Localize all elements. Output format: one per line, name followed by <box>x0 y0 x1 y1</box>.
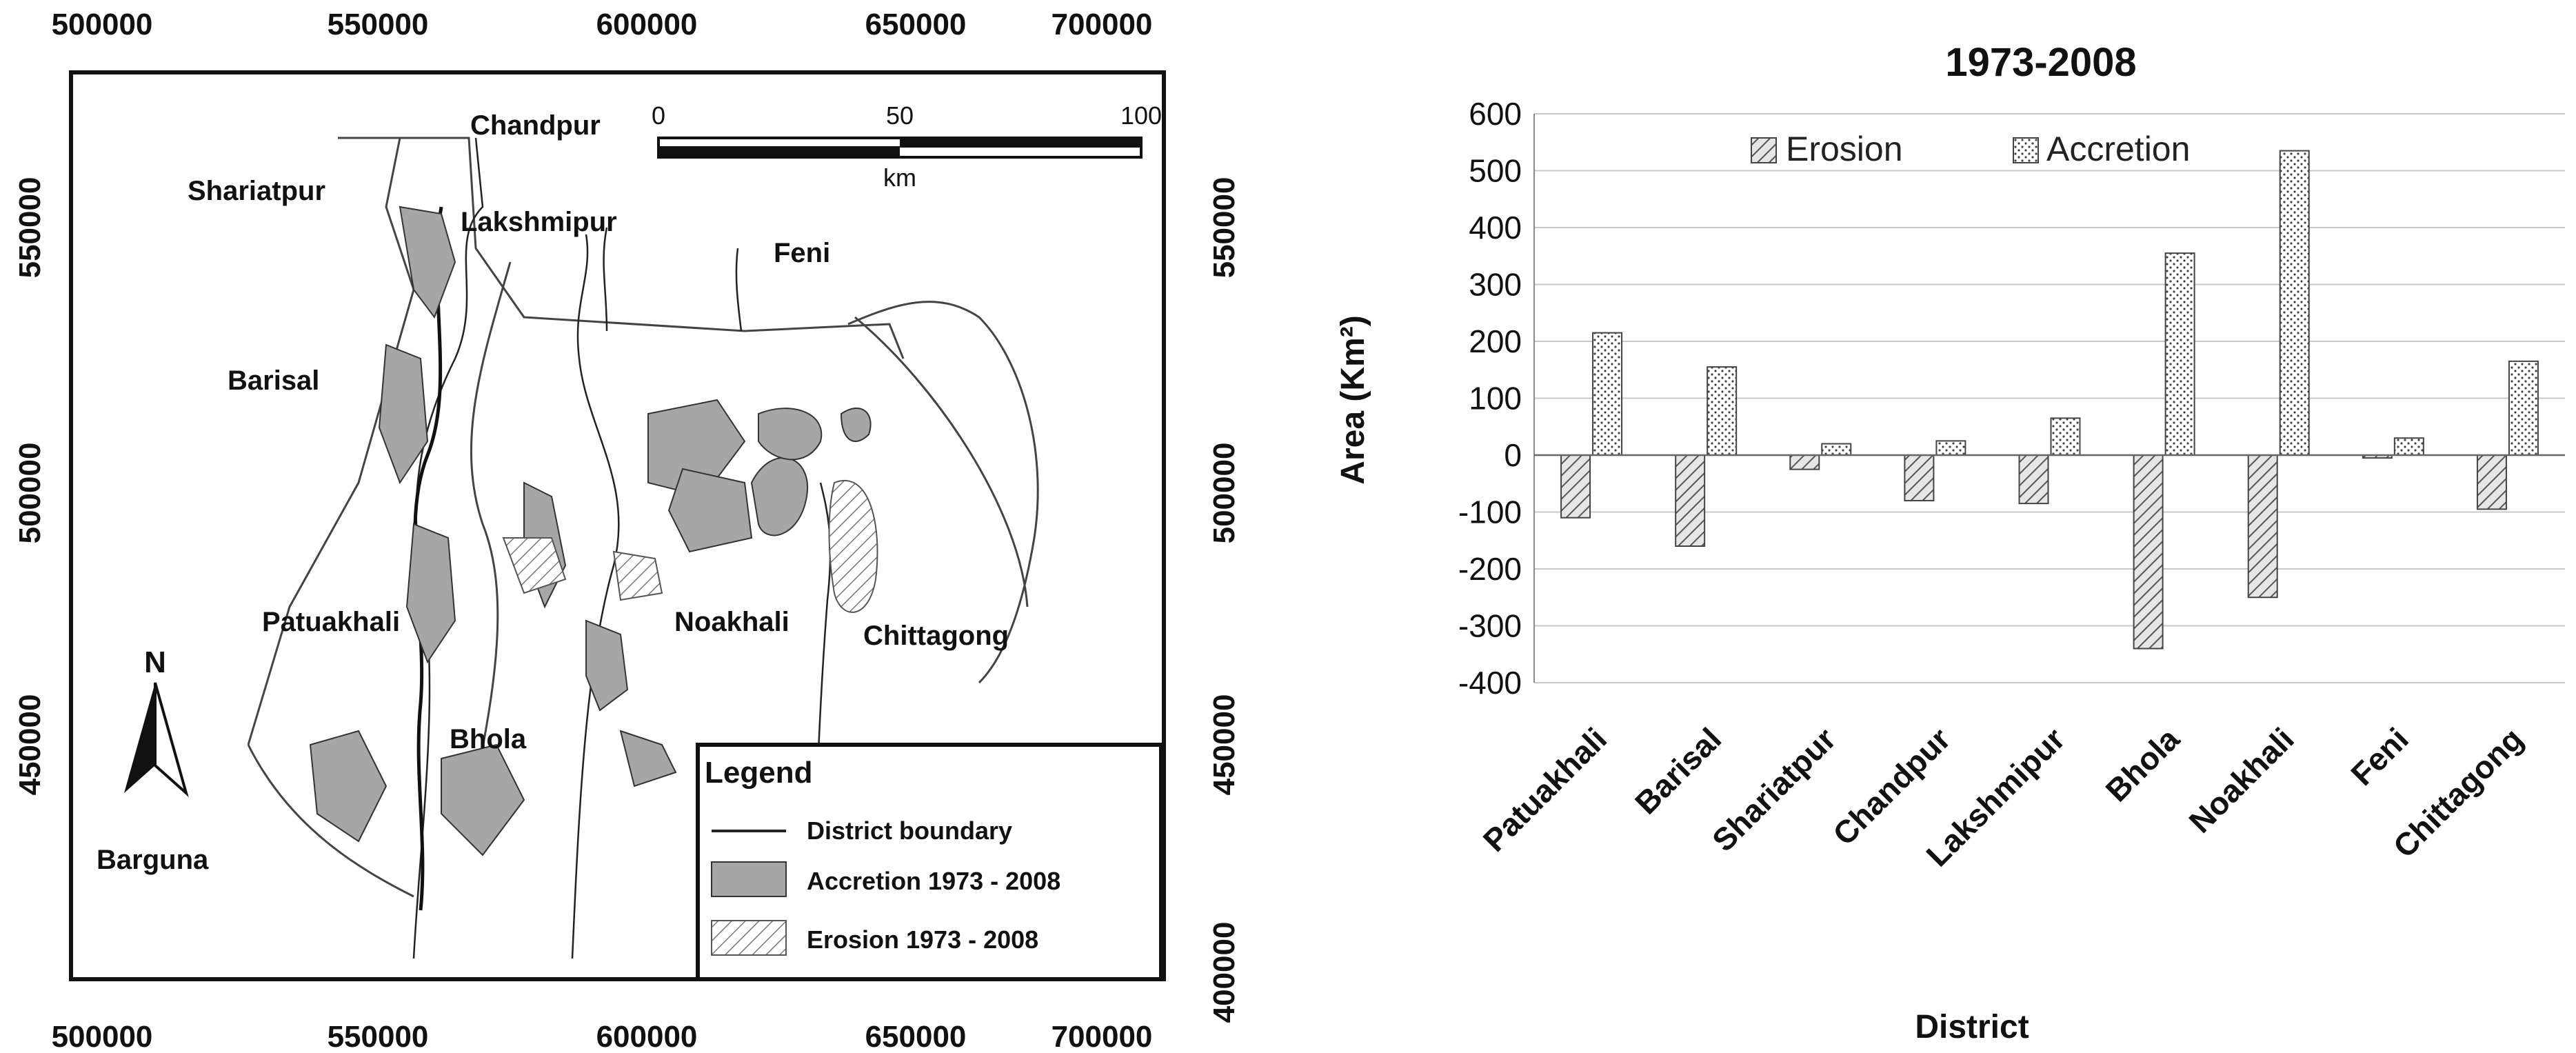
y-axis-label: Area (Km²) <box>1335 315 1371 484</box>
legend-accretion-label: Accretion <box>2046 130 2190 168</box>
y-tick-label: 0 <box>1504 437 1522 473</box>
map-legend-item: Accretion 1973 - 2008 <box>807 867 1060 895</box>
map-x-tick-top: 500000 <box>52 8 153 41</box>
scale-label: 100 <box>1120 101 1162 130</box>
legend-accretion-icon <box>2013 137 2039 163</box>
legend-erosion-label: Erosion <box>1786 130 1903 168</box>
bar-accretion-chandpur <box>1935 440 1966 456</box>
place-label: Feni <box>774 238 830 268</box>
x-tick-label: Barisal <box>1628 721 1728 821</box>
map-y-tick-right: 400000 <box>1207 922 1241 1023</box>
map-legend-item: Erosion 1973 - 2008 <box>807 925 1038 954</box>
map-x-tick-bottom: 550000 <box>328 1020 429 1053</box>
map-y-tick-right: 500000 <box>1207 443 1241 544</box>
scale-bar: 0 50 100 km <box>652 101 1162 192</box>
x-axis-label: District <box>1915 1009 2029 1045</box>
bar-accretion-chittagong <box>2508 360 2539 456</box>
bar-erosion-noakhali <box>2247 454 2278 599</box>
chart-title: 1973-2008 <box>1945 40 2136 85</box>
y-tick-label: 400 <box>1469 210 1522 245</box>
scale-unit: km <box>883 163 916 192</box>
map-legend: Legend District boundary Accretion 1973 … <box>696 743 1163 981</box>
x-axis-ticks: Patuakhali BarisalShariatpurChandpurLaksh… <box>1476 721 2530 873</box>
y-axis-ticks: 600 500 400 300 200 100 0 -100 -200 -300 -400 <box>1458 96 1522 701</box>
place-label: Chittagong <box>863 621 1009 651</box>
scale-label: 50 <box>886 101 914 130</box>
place-label: Chandpur <box>470 110 601 141</box>
bar-accretion-patuakhali <box>1592 332 1623 456</box>
map-y-tick-right: 450000 <box>1207 694 1241 796</box>
map-x-tick-top: 600000 <box>596 8 698 41</box>
x-tick-label: Shariatpur <box>1705 721 1843 859</box>
scale-label: 0 <box>652 101 665 130</box>
y-tick-label: 500 <box>1469 153 1522 189</box>
erosion-areas <box>502 480 878 613</box>
bar-erosion-shariatpur <box>1789 454 1820 470</box>
north-label: N <box>144 645 166 679</box>
y-tick-label: 200 <box>1469 323 1522 359</box>
bar-erosion-patuakhali <box>1560 454 1591 519</box>
bar-erosion-bhola <box>2133 454 2164 650</box>
place-label: Barisal <box>228 365 319 396</box>
chart-bars <box>1534 150 2565 650</box>
legend-accretion-swatch <box>711 861 787 897</box>
map-x-tick-bottom: 600000 <box>596 1020 698 1053</box>
map-legend-item: District boundary <box>807 816 1012 845</box>
map-y-tick-right: 550000 <box>1207 177 1241 279</box>
map-x-tick-bottom: 650000 <box>865 1020 967 1053</box>
y-tick-label: -400 <box>1458 665 1522 701</box>
map-y-tick-left: 550000 <box>13 177 47 279</box>
y-tick-label: -200 <box>1458 551 1522 587</box>
bar-accretion-bhola <box>2164 252 2195 456</box>
legend-erosion-swatch <box>711 920 787 956</box>
north-arrow-icon: N <box>124 645 189 798</box>
map-y-tick-left: 500000 <box>13 443 47 544</box>
place-label: Lakshmipur <box>461 207 617 237</box>
y-tick-label: 100 <box>1469 381 1522 417</box>
map-x-tick-bottom: 500000 <box>52 1020 153 1053</box>
y-tick-label: -300 <box>1458 608 1522 644</box>
x-tick-label: Noakhali <box>2182 721 2300 839</box>
bar-erosion-lakshmipur <box>2018 454 2049 505</box>
map-x-tick-top: 700000 <box>1051 8 1153 41</box>
chart-legend: Erosion Accretion <box>1751 130 2190 168</box>
map-x-tick-bottom: 700000 <box>1051 1020 1153 1053</box>
accretion-areas <box>309 205 872 856</box>
place-label: Noakhali <box>674 607 789 637</box>
map-legend-title: Legend <box>705 756 812 790</box>
bar-erosion-chittagong <box>2476 454 2507 510</box>
map-x-tick-top: 650000 <box>865 8 967 41</box>
legend-erosion-icon <box>1751 137 1777 163</box>
place-label: Shariatpur <box>188 176 325 206</box>
place-label: Barguna <box>97 845 209 875</box>
map-panel: 500000 550000 600000 650000 700000 50000… <box>13 8 1241 1053</box>
bar-accretion-noakhali <box>2279 150 2310 456</box>
bar-erosion-chandpur <box>1904 454 1935 501</box>
place-label: Bhola <box>450 724 527 754</box>
bar-accretion-shariatpur <box>1821 443 1852 456</box>
bar-accretion-lakshmipur <box>2050 417 2081 456</box>
bar-accretion-feni <box>2393 437 2424 456</box>
bar-erosion-barisal <box>1675 454 1706 547</box>
bar-accretion-barisal <box>1707 366 1738 456</box>
place-label: Patuakhali <box>262 607 400 637</box>
y-tick-label: 600 <box>1469 96 1522 132</box>
chart-panel: 1973-2008 600 500 400 300 200 100 0 -100 -200 -30… <box>1335 40 2565 1045</box>
chart-grid <box>1533 113 2565 683</box>
y-tick-label: 300 <box>1469 267 1522 303</box>
x-tick-label: Bhola <box>2099 721 2186 808</box>
x-tick-label: Feni <box>2344 721 2415 792</box>
map-x-tick-top: 550000 <box>328 8 429 41</box>
x-tick-label: Patuakhali <box>1476 721 1613 858</box>
map-y-tick-left: 450000 <box>13 694 47 796</box>
y-tick-label: -100 <box>1458 494 1522 530</box>
